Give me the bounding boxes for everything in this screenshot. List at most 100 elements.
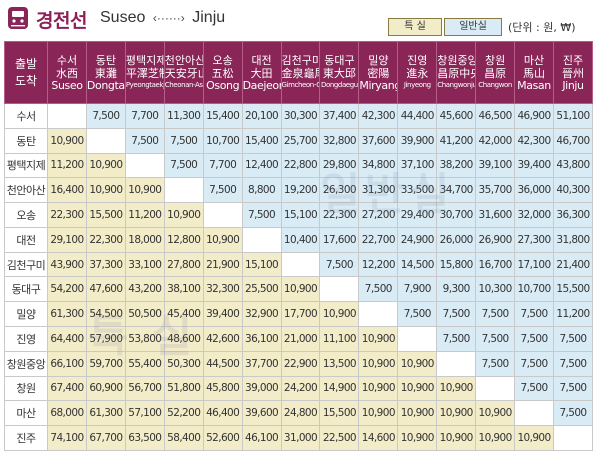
fare-cell: 57,100: [124, 400, 165, 427]
fare-cell: 38,100: [163, 276, 204, 303]
fare-cell: 68,000: [47, 400, 87, 427]
fare-cell: [397, 326, 438, 352]
station-name-hanja: 平澤芝制: [125, 67, 163, 80]
unit-label: (단위 : 원, ₩): [508, 21, 576, 34]
fare-cell: 32,800: [319, 127, 360, 154]
fare-cell: 44,500: [202, 350, 243, 377]
station-name-roman: Pyeongtaekjije: [125, 81, 164, 89]
fare-cell: 11,100: [319, 326, 360, 352]
row-header-station: 대전: [4, 226, 48, 253]
fare-cell: 39,900: [397, 127, 438, 154]
fare-cell: 55,400: [124, 350, 165, 377]
legend-normal-class: 일반실: [444, 18, 502, 36]
fare-cell: 56,700: [124, 375, 165, 402]
fare-cell: 10,400: [280, 226, 321, 253]
fare-cell: 46,900: [514, 103, 554, 129]
route-origin: Suseo: [100, 9, 146, 26]
fare-cell: 52,200: [163, 400, 204, 427]
fare-cell: 46,500: [475, 103, 516, 129]
fare-cell: 7,500: [552, 326, 594, 352]
fare-cell: 17,700: [280, 301, 321, 328]
fare-cell: 16,700: [475, 251, 516, 278]
fare-cell: 18,000: [124, 226, 165, 253]
column-header-station: 평택지제平澤芝制Pyeongtaekjije: [124, 41, 165, 104]
fare-cell: [436, 350, 477, 377]
fare-cell: 45,600: [436, 103, 477, 129]
header-row: 출발 도착 수서水西Suseo동탄東灘Dongtan평택지제平澤芝制Pyeong…: [4, 41, 594, 104]
fare-cell: 52,600: [202, 425, 243, 451]
station-name-hanja: 金泉龜尾: [281, 67, 319, 80]
station-name-hanja: 昌原中央: [437, 67, 475, 80]
fare-cell: 10,900: [358, 326, 399, 352]
fare-cell: 39,600: [241, 400, 282, 427]
fare-cell: 37,100: [397, 152, 438, 179]
station-name-ko: 김천구미: [281, 54, 320, 67]
fare-cell: 26,000: [436, 226, 477, 253]
fare-cell: 27,800: [163, 251, 204, 278]
fare-cell: [475, 375, 516, 402]
fare-cell: 45,800: [202, 375, 243, 402]
fare-cell: 31,800: [552, 226, 594, 253]
fare-cell: 22,800: [280, 152, 321, 179]
station-name-ko: 밀양: [368, 54, 389, 67]
column-header-station: 대전大田Daejeon: [241, 41, 282, 104]
fare-cell: 10,900: [358, 375, 399, 402]
fare-cell: 7,500: [475, 350, 516, 377]
fare-cell: 10,900: [202, 226, 243, 253]
fare-cell: 7,500: [85, 103, 126, 129]
fare-table-body: 수서 7,500 7,700 11,300 15,400 20,100 30,300 37,4…: [4, 103, 594, 451]
legend-special-class: 특 실: [388, 18, 442, 36]
table-row: 대전 29,100 22,300 18,000 12,800 10,900 10,400 17…: [4, 226, 594, 253]
row-header-station: 창원: [4, 375, 48, 402]
fare-cell: [124, 152, 165, 179]
fare-cell: 15,100: [241, 251, 282, 278]
fare-cell: 67,700: [85, 425, 126, 451]
station-name-roman: Jinyeong: [403, 81, 431, 89]
station-name-ko: 창원중앙: [437, 54, 476, 67]
fare-cell: 10,900: [436, 425, 477, 451]
fare-cell: 57,900: [85, 326, 126, 352]
fare-cell: 74,100: [47, 425, 87, 451]
station-name-hanja: 昌原: [484, 67, 507, 80]
fare-cell: 30,300: [280, 103, 321, 129]
fare-cell: 7,500: [436, 326, 477, 352]
fare-cell: 46,100: [241, 425, 282, 451]
row-header-station: 진주: [4, 425, 48, 451]
column-header-station: 마산 馬山 Masan: [514, 41, 554, 104]
fare-cell: 10,700: [514, 276, 554, 303]
row-header-station: 창원중앙: [4, 350, 48, 377]
fare-cell: 10,900: [358, 400, 399, 427]
fare-cell: 10,900: [358, 350, 399, 377]
fare-cell: 7,500: [202, 177, 243, 204]
fare-cell: 10,900: [397, 400, 438, 427]
fare-cell: 42,600: [202, 326, 243, 352]
fare-cell: 7,900: [397, 276, 438, 303]
table-row: 진주 74,100 67,700 63,500 58,400 52,600 46,100 31…: [4, 425, 594, 451]
row-header-station: 진영: [4, 326, 48, 352]
fare-cell: 7,700: [202, 152, 243, 179]
fare-cell: 42,000: [475, 127, 516, 154]
fare-cell: 8,800: [241, 177, 282, 204]
fare-cell: 10,900: [319, 301, 360, 328]
table-row: 평택지제 11,200 10,900 7,500 7,700 12,400 22,800 29…: [4, 152, 594, 179]
fare-cell: 39,400: [514, 152, 554, 179]
fare-cell: 38,200: [436, 152, 477, 179]
fare-cell: 7,500: [552, 350, 594, 377]
fare-cell: 9,300: [436, 276, 477, 303]
table-row: 수서 7,500 7,700 11,300 15,400 20,100 30,300 37,4…: [4, 103, 594, 129]
station-name-roman: Suseo: [51, 79, 83, 92]
fare-cell: 7,500: [552, 400, 594, 427]
fare-cell: 11,200: [552, 301, 594, 328]
fare-cell: 47,600: [85, 276, 126, 303]
row-header-station: 밀양: [4, 301, 48, 328]
fare-cell: 30,700: [436, 202, 477, 228]
fare-cell: 25,500: [241, 276, 282, 303]
station-name-ko: 평택지제: [125, 54, 165, 67]
station-name-hanja: 五松: [211, 67, 234, 80]
fare-cell: 54,200: [47, 276, 87, 303]
column-header-station: 밀양 密陽 Miryang: [358, 41, 399, 104]
fare-cell: 15,800: [436, 251, 477, 278]
row-header-station: 김천구미: [4, 251, 48, 278]
fare-cell: [358, 301, 399, 328]
